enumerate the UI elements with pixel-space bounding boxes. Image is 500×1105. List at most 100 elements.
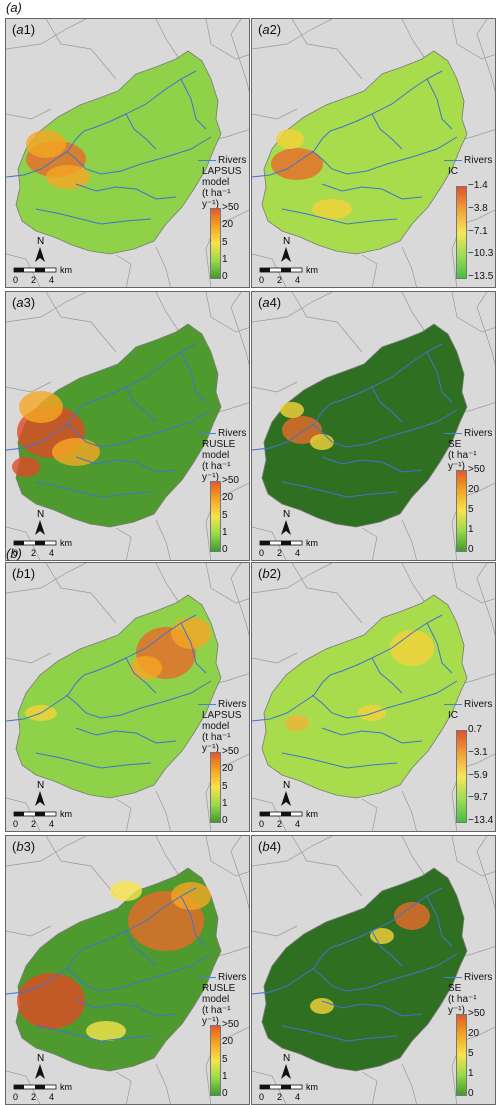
watershed-area <box>15 50 222 255</box>
legend-title: LAPSUS <box>202 710 242 721</box>
legend-title: LAPSUS <box>202 166 242 177</box>
ramp-tick-label: −13.5 <box>468 271 494 282</box>
legend-title: SE <box>448 983 462 994</box>
river-line <box>426 78 453 130</box>
catchment-boundary <box>6 292 87 323</box>
scale-bar <box>13 1084 57 1090</box>
catchment-boundary <box>155 519 171 560</box>
map-legend: Rivers IC <box>444 699 495 721</box>
catchment-boundary <box>6 108 52 120</box>
map-panel-a1: N 0 2 4 km (a1) Rivers LAPSUS model (t ha⁻¹ y⁻¹) >… <box>5 18 250 288</box>
scale-tick-label: 0 <box>13 819 18 829</box>
catchment-boundary <box>6 836 87 867</box>
ramp-tick-label: 1 <box>222 253 228 265</box>
rivers-label: Rivers <box>218 155 247 166</box>
scale-unit: km <box>306 809 318 819</box>
river-line <box>180 895 207 947</box>
rivers-label: Rivers <box>218 972 247 983</box>
map-panel-b4: N 0 2 4 km (b4) Rivers SE (t ha⁻¹ y⁻¹) >50 20 5 1 0 <box>251 835 496 1105</box>
river-line <box>311 136 458 175</box>
scale-bar <box>13 540 57 546</box>
rivers-legend: Rivers <box>198 155 249 166</box>
catchment-boundary <box>205 292 249 333</box>
legend-title: model <box>202 450 230 461</box>
section-label: (b) <box>6 546 22 561</box>
ramp-tick-label: −3.1 <box>468 746 488 758</box>
catchment-boundary <box>291 836 363 897</box>
catchment-boundary <box>115 254 132 287</box>
river-swatch <box>198 432 216 434</box>
map-legend: Rivers RUSLE model (t ha⁻¹ y⁻¹) <box>198 972 249 1027</box>
river-line <box>65 136 212 175</box>
river-line <box>426 895 453 947</box>
ramp-tick-label: >50 <box>468 464 485 475</box>
ramp-tick-label: −7.1 <box>468 225 488 237</box>
river-line <box>371 930 403 967</box>
scale-tick-label: 0 <box>13 548 18 558</box>
catchment-boundary <box>252 19 333 50</box>
ramp-tick-label: 1 <box>468 1068 474 1079</box>
ramp-tick-label: 1 <box>222 1070 228 1082</box>
catchment-boundary <box>45 563 117 624</box>
catchment-boundary <box>401 519 417 560</box>
river-line <box>426 622 453 674</box>
color-ramp <box>456 186 467 279</box>
erosion-hotspot <box>310 998 334 1014</box>
catchment-boundary <box>115 798 132 831</box>
river-line <box>281 208 398 225</box>
color-ramp <box>456 470 467 552</box>
erosion-hotspot <box>312 199 352 219</box>
river-line <box>65 953 212 992</box>
panel-label: (a4) <box>258 295 282 310</box>
watershed-area <box>261 867 468 1072</box>
river-line <box>125 113 157 150</box>
ramp-tick-label: −5.9 <box>468 769 488 781</box>
rivers-legend: Rivers <box>198 428 249 439</box>
map-canvas: N 0 2 4 km <box>252 19 495 287</box>
section-label: (a) <box>6 0 22 15</box>
north-arrow-icon <box>35 791 45 806</box>
catchment-boundary <box>6 19 87 50</box>
ramp-tick-label: 5 <box>222 236 228 248</box>
erosion-hotspot <box>26 130 66 158</box>
catchment-boundary <box>401 790 417 831</box>
catchment-boundary <box>155 836 179 875</box>
map-canvas: N 0 2 4 km <box>252 292 495 560</box>
rivers-label: Rivers <box>218 428 247 439</box>
north-arrow-icon <box>35 1064 45 1079</box>
legend-title: (t ha⁻¹ y⁻¹) <box>202 1005 231 1027</box>
river-line <box>321 1000 423 1017</box>
watershed-area <box>261 594 468 799</box>
ramp-tick-label: >50 <box>222 475 239 486</box>
scale-unit: km <box>306 1082 318 1092</box>
catchment-boundary <box>463 129 495 140</box>
ramp-tick-label: 0 <box>222 1088 228 1099</box>
map-legend: Rivers RUSLE model (t ha⁻¹ y⁻¹) <box>198 428 249 483</box>
ramp-tick-label: >50 <box>468 1008 485 1019</box>
legend-title: RUSLE <box>202 983 236 994</box>
color-ramp <box>210 752 221 823</box>
legend-title: (t ha⁻¹ y⁻¹) <box>448 450 477 472</box>
river-line <box>125 386 157 423</box>
river-line <box>180 351 207 403</box>
legend-title: model <box>202 721 230 732</box>
legend-title: model <box>202 994 230 1005</box>
scale-tick-label: 2 <box>277 548 282 558</box>
north-label: N <box>37 780 44 791</box>
north-arrow-icon <box>281 520 291 535</box>
catchment-boundary <box>291 292 363 353</box>
river-line <box>311 409 458 448</box>
catchment-boundary <box>252 381 298 393</box>
river-line <box>426 351 453 403</box>
erosion-hotspot <box>12 457 40 477</box>
ramp-tick-label: −13.4 <box>468 815 494 826</box>
rivers-legend: Rivers <box>198 972 249 983</box>
ramp-tick-label: 5 <box>222 509 228 521</box>
scale-tick-label: 0 <box>259 275 264 285</box>
river-line <box>75 1000 177 1017</box>
catchment-boundary <box>205 836 249 877</box>
catchment-boundary <box>361 1071 378 1104</box>
ramp-tick-label: 20 <box>468 484 480 495</box>
river-swatch <box>198 703 216 705</box>
legend-title: IC <box>448 710 458 721</box>
